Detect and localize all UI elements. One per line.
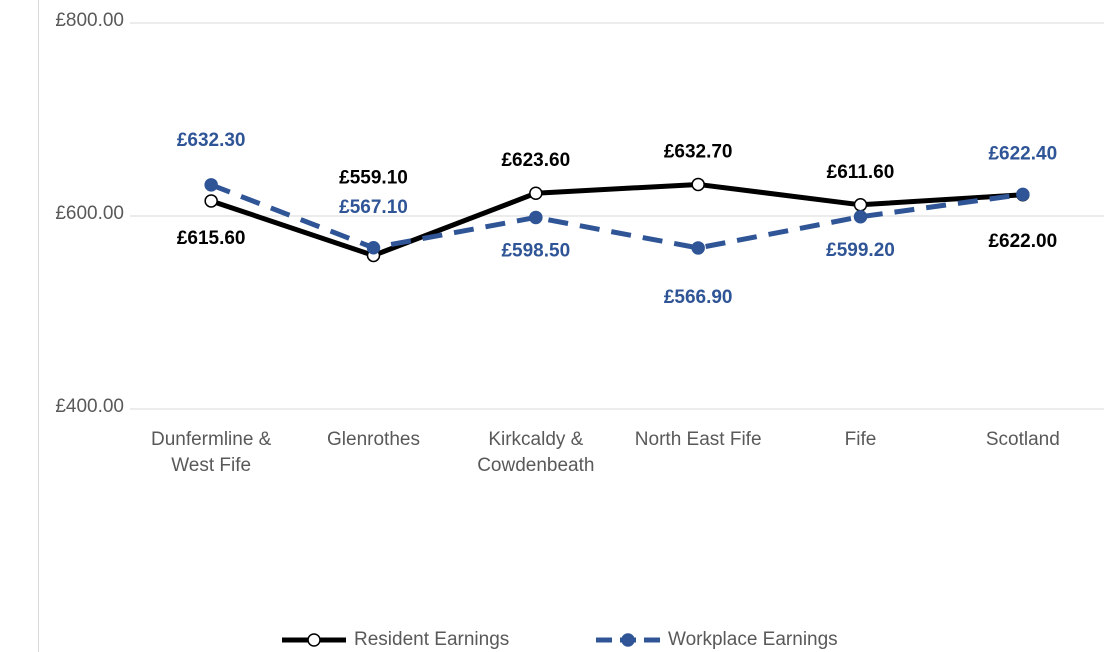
- data-label: £611.60: [827, 162, 895, 183]
- data-label: £622.00: [988, 231, 1057, 252]
- data-label: £632.70: [664, 141, 733, 162]
- x-tick-label: Kirkcaldy & Cowdenbeath: [477, 429, 594, 476]
- data-label: £559.10: [339, 167, 408, 188]
- y-tick-label: £800.00: [55, 10, 124, 31]
- marker: [691, 177, 705, 192]
- legend-label: Workplace Earnings: [668, 629, 838, 650]
- y-tick-label: £600.00: [55, 203, 124, 224]
- x-tick-label: Fife: [845, 429, 877, 450]
- legend-label: Resident Earnings: [354, 629, 509, 650]
- x-tick-label: Dunfermline & West Fife: [151, 429, 272, 476]
- marker: [853, 210, 868, 224]
- data-label: £598.50: [501, 240, 570, 261]
- x-tick-label: Glenrothes: [327, 429, 420, 450]
- marker: [691, 241, 705, 255]
- line: [210, 181, 1023, 258]
- x-tick-label: Scotland: [986, 429, 1060, 450]
- line: [210, 182, 1024, 251]
- legend-marker: [307, 633, 321, 647]
- marker: [366, 240, 381, 255]
- marker: [204, 178, 218, 192]
- data-label: £566.90: [664, 287, 733, 308]
- marker: [529, 210, 543, 225]
- marker: [853, 198, 868, 212]
- legend-marker: [621, 633, 635, 647]
- marker: [1016, 187, 1030, 202]
- data-label: £632.30: [177, 130, 246, 151]
- data-label: £623.60: [501, 150, 570, 171]
- data-label: £567.10: [339, 197, 408, 218]
- x-tick-label: North East Fife: [635, 429, 762, 450]
- data-label: £599.20: [826, 240, 895, 261]
- marker: [529, 186, 543, 200]
- data-label: £615.60: [177, 228, 246, 249]
- y-tick-label: £400.00: [55, 396, 124, 417]
- data-label: £622.40: [988, 143, 1057, 164]
- marker: [204, 194, 218, 208]
